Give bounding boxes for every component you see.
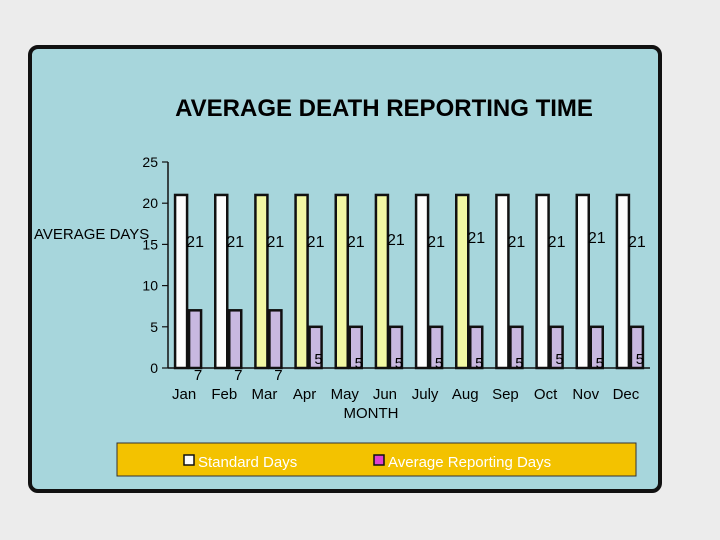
x-tick-label: Jan	[172, 386, 196, 403]
y-axis-ticks: 0 5 10 15 20 25	[142, 154, 168, 376]
y-tick-label: 0	[150, 360, 158, 376]
data-label-standard-days: 21	[467, 230, 485, 247]
bar-average-reporting-days	[187, 309, 203, 370]
data-label-average-reporting-days: 5	[355, 355, 363, 372]
data-label-standard-days: 21	[347, 234, 365, 251]
x-axis-tick-labels: Jan Feb Mar Apr May Jun July Aug Sep Oct Nov Dec	[172, 386, 640, 403]
legend-swatch-average-reporting-days	[373, 454, 385, 466]
y-axis-label: AVERAGE DAYS	[34, 226, 149, 243]
bar-standard-days	[535, 193, 550, 370]
bar-standard-days	[334, 193, 349, 370]
bar-standard-days	[214, 193, 229, 370]
data-label-standard-days: 21	[267, 234, 285, 251]
y-tick-label: 15	[142, 236, 158, 252]
bar-standard-days	[173, 193, 189, 370]
bar-average-reporting-days	[228, 309, 243, 370]
data-labels: 21 7 21 7 21 7 21 5 21 5 21 5 21 5 21 5 21 5 21 5 21 5 21 5	[186, 230, 646, 384]
x-tick-label: Jun	[373, 386, 397, 403]
bar-standard-days	[254, 193, 269, 370]
bar-standard-days	[374, 193, 390, 370]
bar-standard-days	[615, 193, 631, 370]
x-tick-label: Apr	[293, 386, 316, 403]
data-label-standard-days: 21	[226, 234, 244, 251]
x-tick-label: Dec	[613, 386, 640, 403]
data-label-standard-days: 21	[628, 234, 646, 251]
data-label-average-reporting-days: 5	[515, 355, 523, 372]
y-tick-label: 5	[150, 319, 158, 335]
data-label-standard-days: 21	[427, 234, 445, 251]
data-label-average-reporting-days: 7	[274, 367, 282, 384]
legend-label-standard-days: Standard Days	[198, 454, 297, 471]
x-tick-label: Mar	[251, 386, 277, 403]
y-tick-label: 20	[142, 195, 158, 211]
data-label-average-reporting-days: 7	[194, 367, 202, 384]
x-tick-label: Feb	[211, 386, 237, 403]
data-label-average-reporting-days: 5	[555, 351, 563, 368]
legend-label-average-reporting-days: Average Reporting Days	[388, 454, 551, 471]
data-label-average-reporting-days: 5	[435, 355, 443, 372]
y-tick-label: 10	[142, 278, 158, 294]
legend-swatch-standard-days	[183, 454, 195, 466]
bar-standard-days	[294, 193, 309, 370]
chart-title: AVERAGE DEATH REPORTING TIME	[175, 95, 593, 122]
x-tick-label: Sep	[492, 386, 519, 403]
bar-standard-days	[455, 193, 470, 370]
data-label-standard-days: 21	[307, 234, 325, 251]
data-label-average-reporting-days: 5	[596, 355, 604, 372]
data-label-average-reporting-days: 5	[636, 351, 644, 368]
x-tick-label: Nov	[572, 386, 599, 403]
data-label-average-reporting-days: 7	[234, 367, 242, 384]
x-tick-label: May	[331, 386, 360, 403]
x-tick-label: Aug	[452, 386, 479, 403]
bar-standard-days	[414, 193, 430, 370]
x-tick-label: Oct	[534, 386, 558, 403]
data-label-standard-days: 21	[186, 234, 204, 251]
data-label-standard-days: 21	[548, 234, 566, 251]
data-label-standard-days: 21	[387, 232, 405, 249]
legend: Standard Days Average Reporting Days	[116, 442, 637, 477]
data-label-average-reporting-days: 5	[475, 355, 483, 372]
bar-average-reporting-days	[268, 309, 283, 370]
x-axis-label: MONTH	[344, 405, 399, 422]
y-tick-label: 25	[142, 154, 158, 170]
bar-standard-days	[575, 193, 590, 370]
x-tick-label: July	[412, 386, 439, 403]
bar-standard-days	[495, 193, 510, 370]
bars	[173, 193, 645, 370]
data-label-average-reporting-days: 5	[395, 355, 403, 372]
data-label-standard-days: 21	[588, 230, 606, 247]
data-label-standard-days: 21	[508, 234, 526, 251]
data-label-average-reporting-days: 5	[314, 351, 322, 368]
